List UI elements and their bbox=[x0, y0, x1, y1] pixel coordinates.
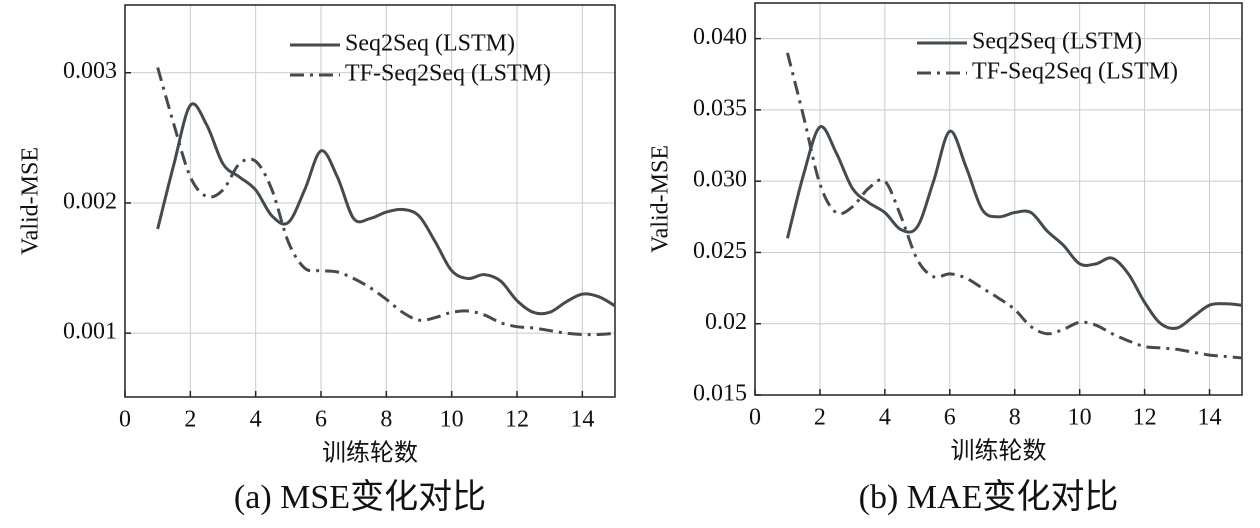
x-tick-label: 14 bbox=[570, 407, 594, 433]
panel: 0 2 4 6 8 10 12 14 0.015 0.02 0.025 0.030 0.035 0.040… bbox=[648, 2, 1243, 516]
y-axis-label: Valid-MSE bbox=[18, 147, 44, 255]
x-axis-label: 训练轮数 bbox=[951, 438, 1047, 465]
x-tick-label: 12 bbox=[505, 407, 529, 433]
x-tick-label: 8 bbox=[1009, 405, 1021, 431]
plot-frame bbox=[754, 2, 1243, 396]
x-tick-label: 0 bbox=[119, 407, 131, 433]
y-tick-label: 0.035 bbox=[693, 95, 747, 121]
y-tick-label: 0.025 bbox=[693, 238, 747, 264]
x-axis-label: 训练轮数 bbox=[322, 440, 418, 467]
y-axis-label: Valid-MSE bbox=[648, 145, 674, 253]
y-tick-label: 0.002 bbox=[63, 188, 117, 214]
x-tick-label: 8 bbox=[380, 407, 392, 433]
plot-frame bbox=[124, 4, 616, 398]
x-tick-label: 12 bbox=[1133, 405, 1157, 431]
caption: (a) MSE变化对比 bbox=[234, 478, 486, 516]
line-series bbox=[156, 67, 616, 337]
legend-label: Seq2Seq (LSTM) bbox=[972, 29, 1142, 55]
x-tick-label: 14 bbox=[1198, 405, 1222, 431]
x-tick-label: 2 bbox=[184, 407, 196, 433]
y-tick-label: 0.040 bbox=[693, 24, 747, 50]
x-tick-label: 6 bbox=[315, 407, 327, 433]
legend-label: Seq2Seq (LSTM) bbox=[345, 31, 515, 57]
x-tick-label: 6 bbox=[944, 405, 956, 431]
y-tick-label: 0.030 bbox=[693, 167, 747, 193]
panel: 0 2 4 6 8 10 12 14 0.001 0.002 0.003 Seq2Seq (LSTM)… bbox=[18, 4, 616, 516]
y-tick-label: 0.001 bbox=[63, 319, 117, 345]
caption: (b) MAE变化对比 bbox=[859, 478, 1119, 516]
line-series bbox=[786, 125, 1243, 330]
x-tick-label: 4 bbox=[250, 407, 262, 433]
x-tick-label: 10 bbox=[440, 407, 464, 433]
x-tick-label: 0 bbox=[749, 405, 761, 431]
x-tick-label: 2 bbox=[814, 405, 826, 431]
x-tick-label: 4 bbox=[879, 405, 891, 431]
y-tick-label: 0.02 bbox=[705, 309, 747, 335]
legend-label: TF-Seq2Seq (LSTM) bbox=[345, 61, 551, 87]
y-tick-label: 0.003 bbox=[63, 58, 117, 84]
x-tick-label: 10 bbox=[1068, 405, 1092, 431]
legend-label: TF-Seq2Seq (LSTM) bbox=[972, 59, 1178, 85]
y-tick-label: 0.015 bbox=[693, 381, 747, 407]
